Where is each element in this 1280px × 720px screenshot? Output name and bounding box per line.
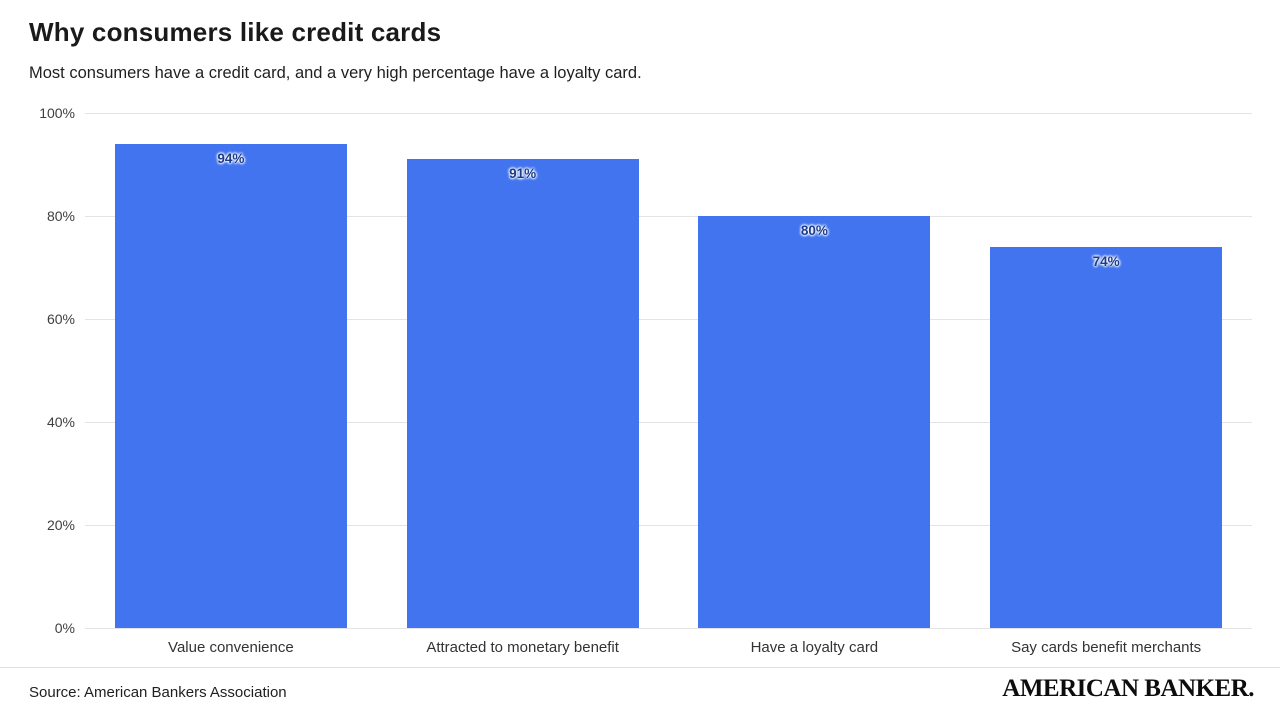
gridline: [85, 318, 1252, 320]
y-tick-label: 20%: [46, 517, 75, 533]
y-tick-label: 0%: [54, 620, 75, 636]
x-tick-label: Have a loyalty card: [750, 639, 879, 656]
x-axis: Value convenience Attracted to monetary b…: [85, 639, 1252, 656]
chart-subtitle: Most consumers have a credit card, and a…: [29, 64, 642, 82]
chart-title: Why consumers like credit cards: [29, 17, 442, 47]
bar-slot: 80%: [669, 113, 961, 628]
y-tick-label: 60%: [46, 311, 75, 327]
footer-divider: [0, 667, 1280, 668]
bar-1: 94%: [114, 143, 347, 628]
bar-4: 74%: [990, 246, 1223, 628]
bar-chart: 0% 20% 40% 60% 80% 100% 94% 91% 80% 74% Value co…: [28, 105, 1252, 656]
x-tick-label: Value convenience: [168, 639, 294, 656]
y-tick-label: 80%: [46, 208, 75, 224]
bar-value-label: 91%: [509, 166, 537, 182]
plot-area: 94% 91% 80% 74%: [85, 112, 1252, 629]
gridline: [85, 421, 1252, 423]
y-tick-label: 40%: [46, 414, 75, 430]
bar-slot: 91%: [377, 113, 669, 628]
bar-value-label: 74%: [1092, 253, 1120, 269]
gridline: [85, 215, 1252, 217]
gridline: [85, 524, 1252, 526]
bar-value-label: 80%: [800, 223, 828, 238]
gridline: [85, 112, 1252, 114]
bars-container: 94% 91% 80% 74%: [85, 113, 1252, 628]
source-attribution: Source: American Bankers Association: [29, 684, 287, 701]
y-axis: 0% 20% 40% 60% 80% 100%: [28, 105, 75, 636]
gridline: [85, 627, 1252, 629]
bar-2: 91%: [406, 159, 639, 628]
bar-slot: 74%: [960, 113, 1252, 628]
x-tick-label: Attracted to monetary benefit: [426, 639, 619, 656]
x-tick-label: Say cards benefit merchants: [1011, 639, 1202, 656]
bar-slot: 94%: [85, 113, 377, 628]
y-tick-label: 100%: [39, 105, 75, 121]
bar-3: 80%: [698, 216, 931, 628]
american-banker-logo: AMERICAN BANKER.: [1002, 675, 1254, 702]
bar-value-label: 94%: [217, 150, 245, 166]
